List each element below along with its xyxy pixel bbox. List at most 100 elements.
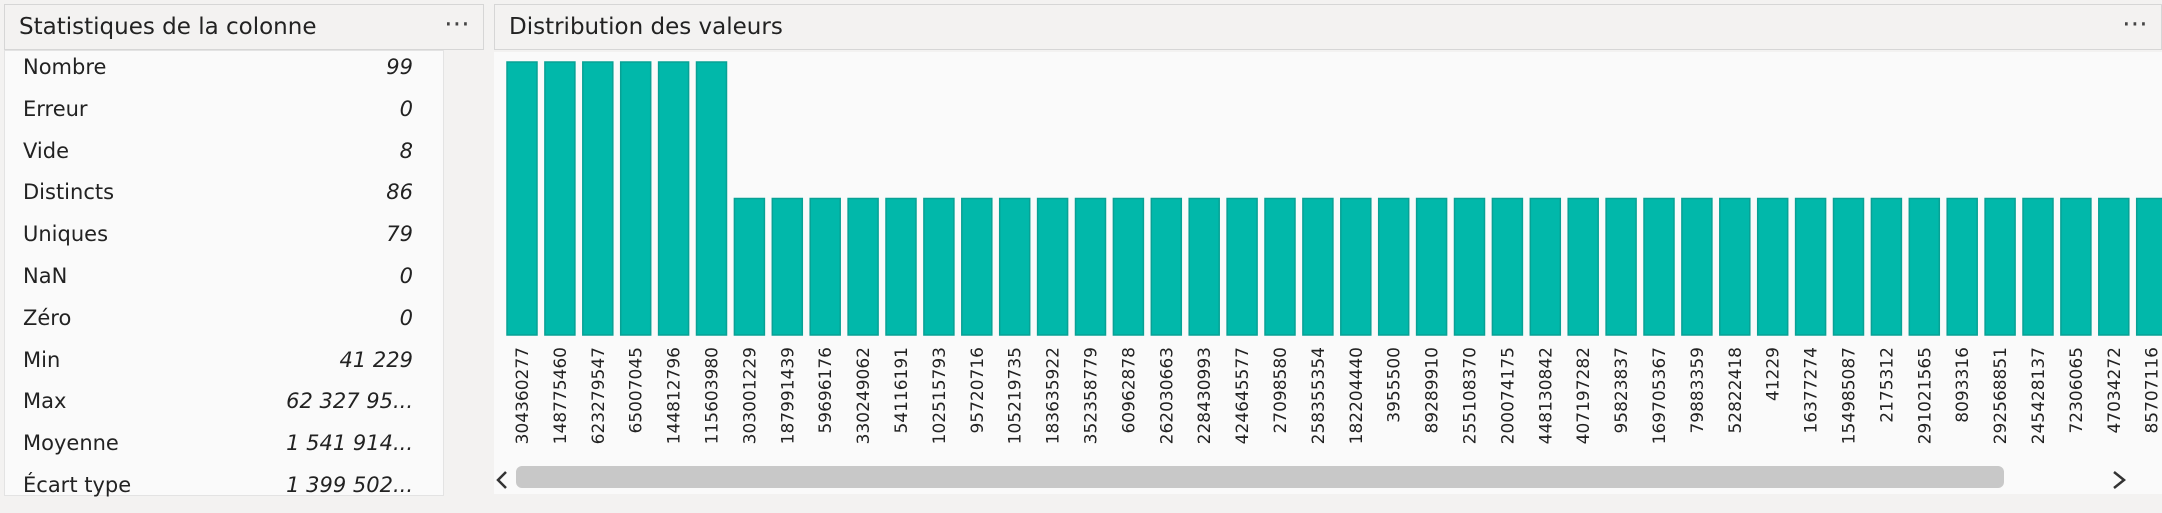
- stat-label: Nombre: [23, 55, 107, 79]
- x-tick-label: 54116191: [892, 347, 912, 434]
- x-tick-label: 102515793: [930, 347, 950, 444]
- x-tick-label: 255108370: [1461, 347, 1481, 444]
- bar: [1605, 197, 1637, 336]
- stat-label: Écart type: [23, 473, 132, 497]
- x-tick-label: 105219735: [1006, 347, 1026, 444]
- more-button[interactable]: ⋯: [2122, 9, 2149, 39]
- x-tick-label: 200074175: [1498, 347, 1518, 444]
- bar: [847, 197, 879, 336]
- stat-row: Max 62 327 95...: [23, 389, 413, 429]
- stats-title: Statistiques de la colonne: [19, 14, 317, 40]
- x-tick-label: 95720716: [968, 347, 988, 434]
- x-tick-label: 2175312: [1877, 347, 1897, 423]
- bar: [2022, 197, 2054, 336]
- x-tick-label: 3955500: [1385, 347, 1405, 423]
- stat-row: Zéro 0: [23, 306, 413, 346]
- stat-value: 99: [386, 55, 413, 79]
- stat-label: Moyenne: [23, 431, 119, 456]
- stat-label: Vide: [23, 138, 69, 163]
- x-tick-label: 41229: [1764, 347, 1784, 401]
- x-tick-label: 59696176: [816, 347, 836, 434]
- x-tick-label: 154985087: [1840, 347, 1860, 444]
- stat-label: Max: [23, 389, 67, 414]
- stat-value: 8: [399, 138, 413, 163]
- bar: [771, 197, 804, 336]
- bar: [1719, 197, 1751, 336]
- x-tick-label: 183635922: [1044, 347, 1064, 444]
- bar: [1529, 197, 1562, 336]
- bar: [1415, 197, 1448, 336]
- bar: [1567, 197, 1599, 336]
- bar: [1756, 197, 1789, 336]
- x-tick-label: 304360277: [513, 347, 533, 444]
- bar: [1074, 197, 1107, 336]
- x-tick-label: 448130842: [1536, 347, 1556, 444]
- bar: [1984, 197, 2016, 336]
- x-tick-label: 258355354: [1309, 347, 1329, 444]
- x-tick-label: 95823837: [1612, 347, 1632, 434]
- x-tick-label: 245428137: [2029, 347, 2049, 444]
- x-tick-label: 115603980: [703, 347, 723, 444]
- bar: [885, 197, 917, 336]
- x-tick-label: 187991439: [778, 347, 798, 444]
- stats-list: Nombre 99 Erreur 0 Vide 8 Distincts 86 Uniques 79…: [4, 50, 444, 497]
- bar: [619, 61, 652, 336]
- bar: [1643, 197, 1675, 336]
- x-tick-label: 292568851: [1991, 347, 2011, 444]
- stat-row: Écart type 1 399 502...: [23, 473, 413, 513]
- bar: [1377, 197, 1410, 336]
- x-tick-label: 169705367: [1650, 347, 1670, 444]
- bar: [2060, 197, 2092, 336]
- bar: [2098, 197, 2130, 336]
- stat-label: Min: [23, 347, 61, 372]
- bar: [1794, 197, 1827, 336]
- x-tick-label: 52822418: [1726, 347, 1746, 434]
- x-tick-label: 16377274: [1802, 347, 1822, 434]
- stat-row: Distincts 86: [23, 180, 413, 220]
- x-tick-label: 262030663: [1157, 347, 1177, 444]
- bar: [1188, 197, 1220, 336]
- x-tick-label: 407197282: [1574, 347, 1594, 444]
- stat-value: 0: [399, 305, 413, 330]
- scroll-left[interactable]: [496, 471, 507, 489]
- stat-label: Zéro: [23, 305, 72, 330]
- bar: [809, 197, 841, 336]
- bar: [695, 61, 728, 336]
- distribution-panel: Distribution des valeurs ⋯ 304360277 1487…: [490, 0, 2162, 496]
- bar: [1302, 197, 1334, 336]
- bar: [1340, 197, 1372, 336]
- chart-title: Distribution des valeurs: [509, 14, 783, 40]
- stat-row: Min 41 229: [23, 348, 413, 388]
- scroll-right[interactable]: [2113, 471, 2127, 489]
- bar: [1491, 197, 1524, 336]
- x-tick-label: 182204440: [1347, 347, 1367, 444]
- more-button[interactable]: ⋯: [444, 9, 471, 39]
- bar: [2135, 197, 2162, 336]
- bar: [1226, 197, 1258, 336]
- x-tick-label: 144812796: [665, 347, 685, 444]
- x-tick-label: 352358779: [1082, 347, 1102, 444]
- stat-label: Uniques: [23, 222, 109, 247]
- stat-row: Uniques 79: [23, 222, 413, 262]
- bar: [1453, 197, 1486, 336]
- x-tick-label: 424645577: [1233, 347, 1253, 444]
- chart: 304360277 148775460 623279547 65007045 14481…: [494, 52, 2162, 494]
- x-tick-label: 89289910: [1423, 347, 1443, 434]
- bar: [961, 197, 993, 336]
- x-tick-label: 148775460: [551, 347, 571, 444]
- stat-label: Distincts: [23, 180, 115, 205]
- x-tick-label: 330249062: [854, 347, 874, 444]
- stat-value: 79: [386, 222, 413, 247]
- scrollbar-thumb[interactable]: [516, 466, 2004, 488]
- bar: [657, 61, 690, 336]
- stat-value: 0: [399, 96, 413, 121]
- bar: [506, 61, 538, 336]
- x-tick-label: 228430993: [1195, 347, 1215, 444]
- x-tick-label: 623279547: [589, 347, 609, 444]
- stat-row: Erreur 0: [23, 97, 413, 137]
- bar: [1908, 197, 1941, 336]
- bar: [1112, 197, 1145, 336]
- x-tick-label: 79883359: [1688, 347, 1708, 434]
- stat-value: 86: [386, 180, 413, 205]
- stat-row: Vide 8: [23, 139, 413, 179]
